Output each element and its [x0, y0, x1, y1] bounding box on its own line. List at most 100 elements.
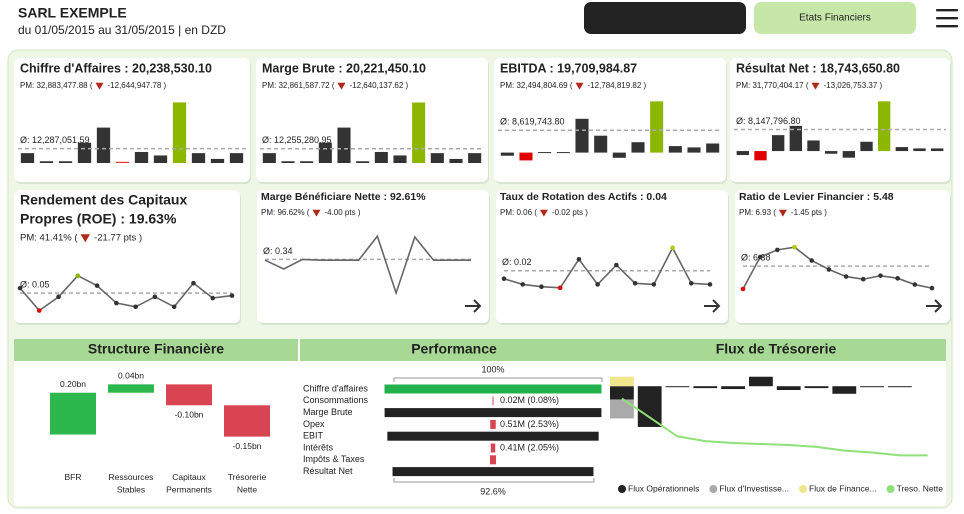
legend-label: Flux Opérationnels	[628, 483, 699, 493]
bar	[930, 148, 944, 152]
average-label: Ø: 12,255,280.95	[262, 135, 332, 145]
delta: -13,026,753.37 )	[824, 81, 883, 90]
category-label: Opex	[303, 419, 325, 429]
point	[114, 300, 119, 306]
bar	[430, 153, 444, 163]
delta: -1.45 pts )	[791, 208, 827, 217]
legend-label: Flux d'Investisse...	[719, 483, 789, 493]
point	[860, 276, 866, 282]
legend-label: Treso. Nette	[897, 483, 944, 493]
point	[651, 282, 657, 287]
bracket	[393, 478, 595, 483]
down-arrow	[539, 209, 548, 217]
bar	[96, 127, 111, 163]
bar	[789, 125, 803, 152]
bar	[20, 153, 35, 163]
next-arrow[interactable]	[926, 299, 943, 313]
previous-month: PM: 96.62% (	[261, 208, 310, 217]
bar	[337, 127, 351, 163]
bar	[374, 151, 388, 163]
card-title: Ratio de Levier Financier : 5.48	[739, 191, 894, 203]
category-label: Marge Brute	[303, 407, 353, 417]
down-arrow	[575, 82, 584, 90]
menu-icon-bar[interactable]	[936, 17, 958, 20]
line	[742, 246, 933, 290]
bar	[500, 152, 514, 156]
card	[14, 58, 250, 182]
point	[36, 308, 42, 313]
point	[895, 276, 900, 281]
waterfall-bar	[166, 384, 212, 406]
card	[256, 58, 488, 182]
nav-button-label[interactable]: Dashboard	[641, 13, 690, 24]
point	[614, 262, 619, 268]
waterfall-bar	[224, 405, 270, 437]
next-arrow[interactable]	[465, 299, 482, 313]
average-label: Ø: 8,147,796.80	[736, 116, 801, 126]
line	[264, 234, 471, 296]
point	[539, 284, 544, 290]
bar	[393, 155, 407, 163]
bar	[318, 142, 332, 163]
bar	[134, 151, 149, 163]
category-label: Chiffre d'affaires	[303, 383, 368, 393]
card-title: Résultat Net : 18,743,650.80	[736, 61, 900, 75]
point	[501, 276, 507, 282]
bar	[860, 386, 884, 388]
card	[14, 190, 240, 323]
category-label: Intérêts	[303, 442, 334, 452]
bar	[804, 386, 829, 389]
bar	[449, 158, 463, 163]
point	[520, 282, 526, 287]
funnel-bar	[489, 455, 497, 465]
point	[688, 280, 694, 286]
bar	[650, 101, 664, 153]
funnel-bar	[492, 396, 494, 406]
funnel-bar	[384, 384, 602, 394]
legend-marker	[618, 485, 626, 493]
previous-month: PM: 6.93 (	[739, 208, 776, 217]
nav-button-label[interactable]: Etats Financiers	[799, 13, 871, 24]
bar	[749, 376, 773, 387]
funnel-bar	[490, 443, 496, 453]
point	[929, 285, 935, 291]
line	[503, 246, 711, 289]
point	[152, 294, 158, 300]
line	[19, 274, 233, 312]
funnel-bar	[490, 419, 496, 429]
bar	[754, 151, 767, 161]
down-arrow	[312, 209, 321, 217]
point	[809, 258, 815, 263]
bar	[612, 152, 626, 158]
average-label: Ø: 8,619,743.80	[500, 117, 565, 127]
previous-month: PM: 41.41% (	[20, 233, 78, 244]
bottom-label: 92.6%	[480, 486, 506, 496]
bar	[594, 135, 608, 153]
line	[621, 397, 928, 457]
menu-icon-bar[interactable]	[936, 9, 958, 12]
category-label: Capitaux Permanents	[166, 472, 212, 495]
bar	[39, 161, 54, 163]
next-arrow[interactable]	[704, 299, 721, 313]
top-label: 100%	[481, 364, 504, 374]
bar	[115, 161, 130, 163]
bar	[824, 151, 838, 154]
value-label: 0.02M (0.08%)	[500, 395, 559, 405]
nav-button[interactable]	[754, 2, 916, 34]
point	[17, 285, 23, 291]
bar	[776, 386, 801, 390]
menu-icon-bar[interactable]	[936, 25, 958, 28]
category-label: Trésorerie Nette	[228, 472, 267, 495]
previous-month: PM: 32,494,804.69 (	[500, 81, 573, 90]
value-label: 0.04bn	[118, 371, 144, 381]
nav-button[interactable]	[584, 2, 746, 34]
funnel-bar	[387, 431, 599, 441]
bar	[877, 101, 891, 152]
legend-label: Flux de Finance...	[809, 483, 877, 493]
bar	[229, 153, 244, 163]
bar	[888, 386, 912, 388]
bar	[771, 135, 785, 152]
point	[595, 282, 600, 287]
down-arrow	[80, 234, 91, 243]
